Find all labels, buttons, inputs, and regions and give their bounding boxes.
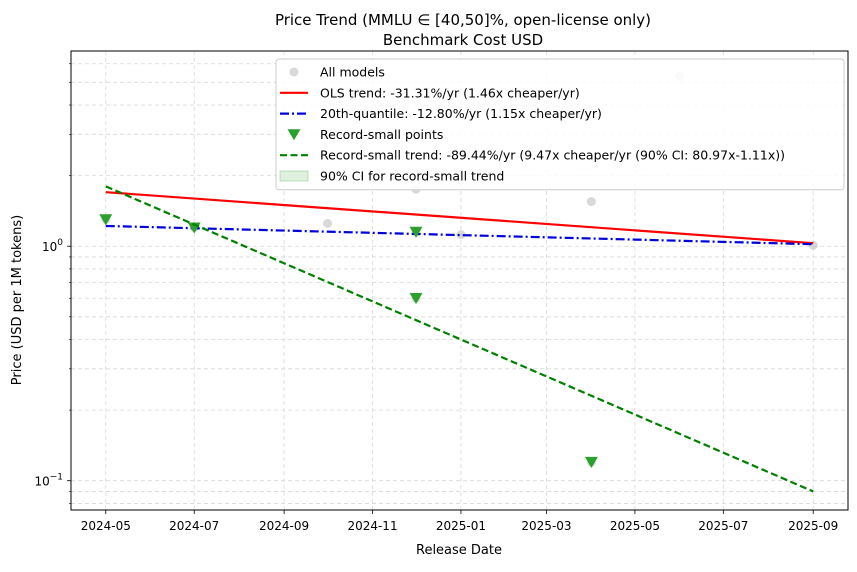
data-point-record-small xyxy=(584,456,598,468)
legend-label: 90% CI for record-small trend xyxy=(320,169,504,184)
legend-band-swatch xyxy=(279,170,309,182)
chart-subtitle: Benchmark Cost USD xyxy=(383,31,543,49)
x-tick-label: 2025-09 xyxy=(788,519,838,533)
legend: All models OLS trend: -31.31%/yr (1.46x c… xyxy=(275,58,845,191)
legend-label: Record-small points xyxy=(320,127,443,142)
x-tick-label: 2024-09 xyxy=(259,519,309,533)
y-axis-label: Price (USD per 1M tokens) xyxy=(10,215,25,385)
legend-label: All models xyxy=(320,65,385,80)
legend-label: OLS trend: -31.31%/yr (1.46x cheaper/yr) xyxy=(320,85,580,100)
legend-label: 20th-quantile: -12.80%/yr (1.15x cheaper… xyxy=(320,106,602,121)
x-tick-label: 2025-05 xyxy=(610,519,660,533)
x-tick-label: 2024-05 xyxy=(81,519,131,533)
chart-title: Price Trend (MMLU ∈ [40,50]%, open-licen… xyxy=(275,11,651,29)
x-tick-label: 2024-11 xyxy=(347,519,397,533)
x-tick-label: 2025-03 xyxy=(521,519,571,533)
legend-label: Record-small trend: -89.44%/yr (9.47x ch… xyxy=(320,148,785,163)
data-point-all-models xyxy=(323,218,333,228)
legend-marker-triangle xyxy=(287,129,301,141)
x-tick-label: 2024-07 xyxy=(169,519,219,533)
x-axis-label: Release Date xyxy=(416,543,502,558)
data-point-all-models xyxy=(586,197,596,207)
legend-box xyxy=(275,58,845,191)
legend-marker-circle xyxy=(289,67,299,77)
series-line xyxy=(105,224,814,246)
y-tick-label: 100 xyxy=(42,238,63,254)
data-point-record-small xyxy=(409,226,423,238)
x-tick-label: 2025-07 xyxy=(698,519,748,533)
series-line xyxy=(105,191,814,245)
x-tick-label: 2025-01 xyxy=(436,519,486,533)
data-point-record-small xyxy=(99,214,113,226)
data-point-all-models xyxy=(456,230,466,240)
y-tick-label: 10−1 xyxy=(34,473,63,489)
plot-frame xyxy=(70,50,849,511)
data-point-record-small xyxy=(409,293,423,305)
series-line xyxy=(105,185,814,493)
